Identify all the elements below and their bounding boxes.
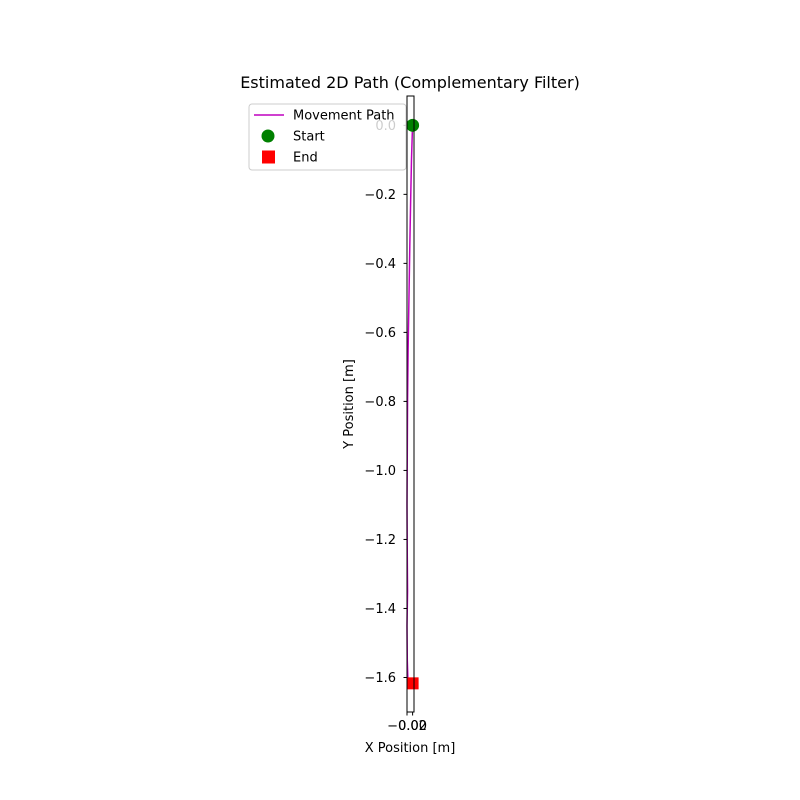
- y-axis-label: Y Position [m]: [342, 359, 357, 450]
- x-tick-label: −0.02: [387, 719, 427, 734]
- movement-path-line: [406, 125, 414, 686]
- y-tick-label: −1.2: [364, 533, 396, 548]
- x-axis-label: X Position [m]: [365, 741, 456, 756]
- y-tick-label: −1.6: [364, 671, 396, 686]
- end-marker: [406, 677, 419, 690]
- legend-box: [248, 103, 407, 171]
- legend: Movement Path Start End: [248, 103, 407, 171]
- start-marker: [406, 118, 420, 132]
- legend-label: End: [293, 151, 318, 166]
- legend-label: Start: [293, 130, 325, 145]
- legend-label: Movement Path: [293, 109, 395, 124]
- y-tick-label: −0.8: [364, 395, 396, 410]
- axes-frame: [406, 95, 415, 713]
- y-axis-ticks: 0.0−0.2−0.4−0.6−0.8−1.0−1.2−1.4−1.6: [364, 119, 407, 686]
- y-tick-label: −0.4: [364, 257, 396, 272]
- legend-square-swatch: [262, 150, 275, 164]
- y-tick-label: −1.4: [364, 602, 396, 617]
- chart-title: Estimated 2D Path (Complementary Filter): [240, 73, 580, 92]
- y-tick-label: −0.2: [364, 188, 396, 203]
- x-tick-label: 0.00: [398, 719, 427, 734]
- y-tick-label: −1.0: [364, 464, 396, 479]
- legend-circle-swatch: [261, 129, 275, 143]
- x-axis-ticks: −0.020.00: [387, 712, 427, 734]
- plot-area: [406, 118, 420, 690]
- y-tick-label: −0.6: [364, 326, 396, 341]
